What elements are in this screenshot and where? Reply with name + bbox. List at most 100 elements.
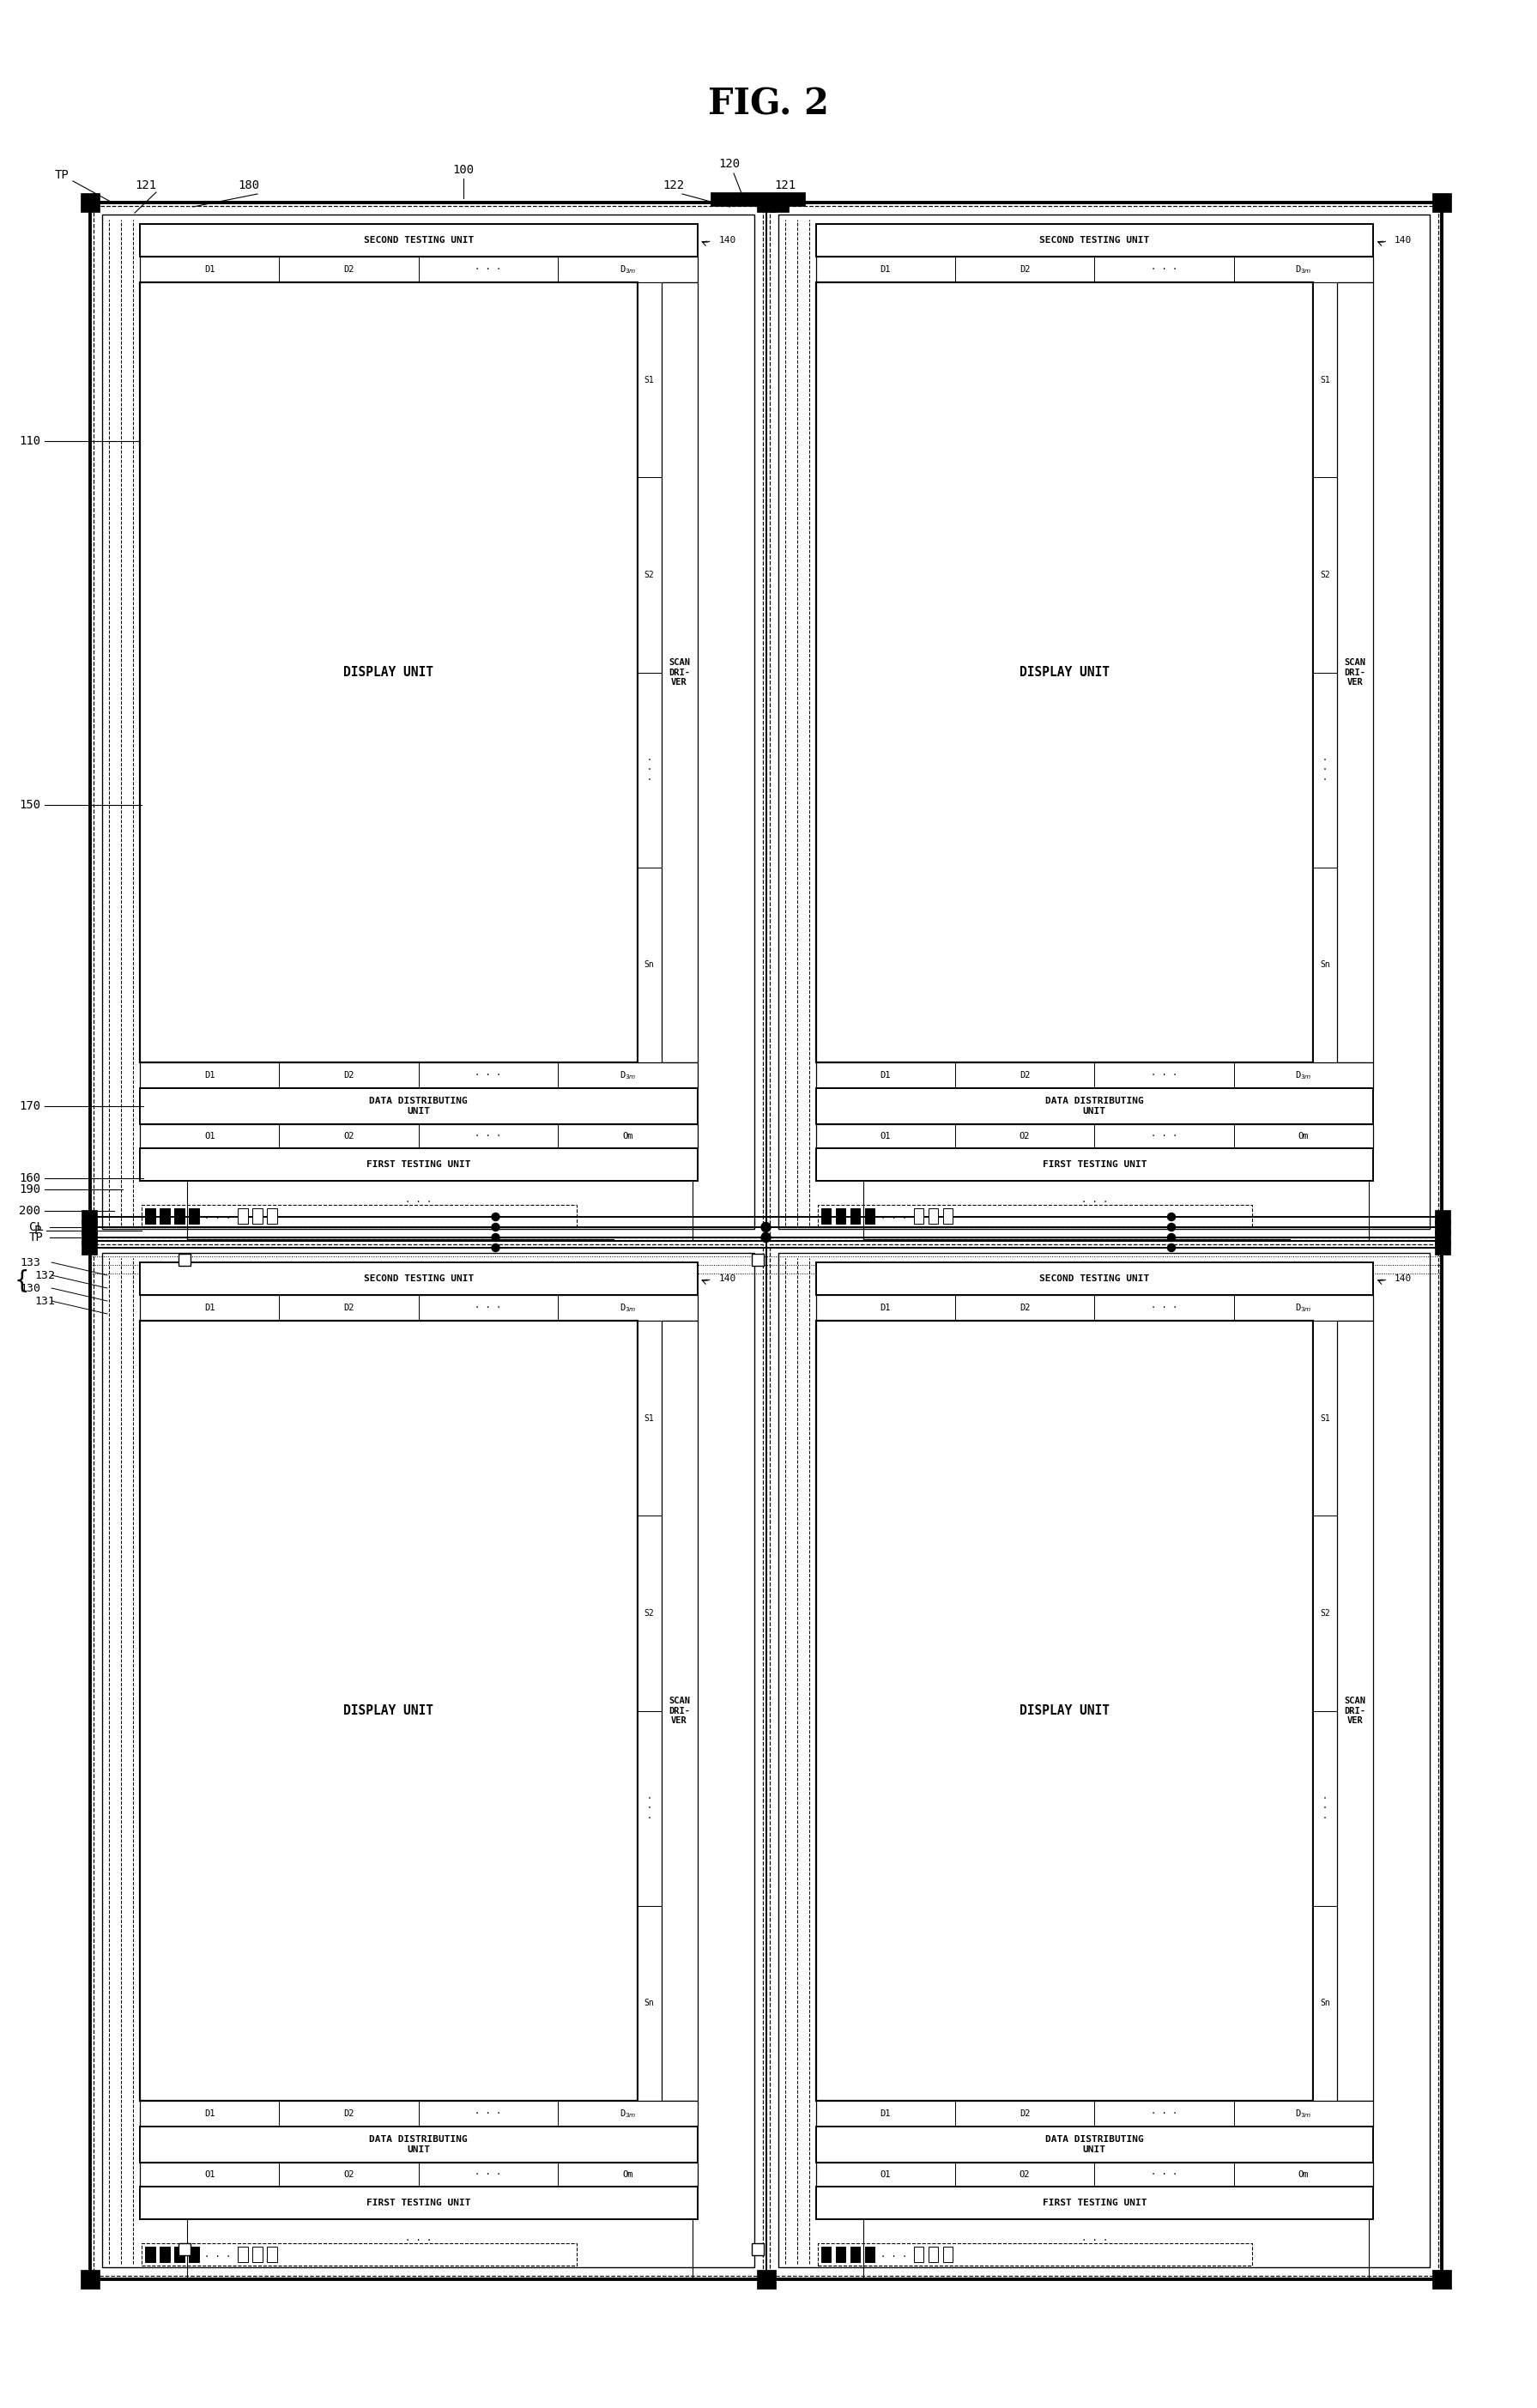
Bar [638, 672, 661, 867]
Bar [140, 2100, 698, 2126]
Bar [1432, 193, 1451, 212]
Text: FIG. 2: FIG. 2 [709, 87, 828, 123]
Bar [928, 2247, 938, 2261]
Bar [770, 193, 788, 212]
Bar [1313, 867, 1337, 1062]
Text: DATA DISTRIBUTING
UNIT: DATA DISTRIBUTING UNIT [369, 1098, 467, 1115]
Text: 150: 150 [20, 799, 41, 811]
Bar [756, 2271, 775, 2288]
Bar [865, 1209, 875, 1223]
Bar [816, 1149, 1373, 1180]
Circle shape [1168, 1233, 1176, 1243]
Bar [140, 1125, 698, 1149]
Bar [638, 1710, 661, 1905]
Bar [1436, 1221, 1451, 1233]
Text: D2: D2 [344, 2109, 354, 2119]
Bar [756, 193, 775, 212]
Bar [1436, 1209, 1451, 1223]
Bar [816, 224, 1373, 258]
Bar [816, 1262, 1373, 1296]
Bar [816, 258, 1373, 282]
Text: 200: 200 [20, 1204, 41, 1216]
Text: D2: D2 [344, 1072, 354, 1079]
Bar [1432, 2271, 1451, 2288]
Text: · · ·: · · · [475, 2170, 501, 2179]
Text: S1: S1 [1320, 1413, 1330, 1423]
Text: 121: 121 [775, 178, 796, 190]
Text: S1: S1 [644, 376, 655, 385]
Text: ·
·
·: · · · [647, 756, 652, 785]
Text: · · ·: · · · [475, 1072, 501, 1079]
Bar [1313, 1710, 1337, 1905]
Text: · · ·: · · · [1151, 2109, 1177, 2119]
Text: SCAN
DRI-
VER: SCAN DRI- VER [669, 657, 690, 686]
Bar [267, 2247, 277, 2261]
Circle shape [761, 1233, 770, 1243]
Text: D1: D1 [881, 2109, 891, 2119]
Text: . . .: . . . [406, 2235, 432, 2242]
Text: ·
·
·: · · · [647, 1794, 652, 1823]
Bar [141, 1204, 576, 1228]
Bar [140, 2126, 698, 2162]
Text: D1: D1 [204, 1303, 215, 1312]
Bar [850, 2247, 859, 2261]
Text: D1: D1 [204, 1072, 215, 1079]
Bar [101, 1252, 755, 2268]
Text: D$_{3m}$: D$_{3m}$ [619, 1303, 636, 1315]
Bar [252, 1209, 263, 1223]
Text: Sn: Sn [644, 1999, 655, 2008]
Bar [638, 477, 661, 672]
Bar [638, 867, 661, 1062]
Text: O1: O1 [204, 2170, 215, 2179]
Bar [141, 2244, 576, 2266]
Bar [94, 207, 762, 1238]
Text: P: P [34, 1226, 41, 1238]
Bar [1313, 1320, 1337, 1515]
Bar [174, 1209, 184, 1223]
Bar [178, 1255, 191, 1267]
Bar [252, 2247, 263, 2261]
Bar [101, 214, 755, 1228]
Text: Om: Om [622, 2170, 633, 2179]
Bar [816, 1296, 1373, 1320]
Bar [140, 1320, 638, 2100]
Bar [710, 193, 804, 207]
Text: O2: O2 [1019, 1132, 1030, 1141]
Text: DISPLAY UNIT: DISPLAY UNIT [1019, 667, 1110, 679]
Text: SECOND TESTING UNIT: SECOND TESTING UNIT [364, 1274, 473, 1283]
Bar [94, 1245, 762, 2276]
Text: DISPLAY UNIT: DISPLAY UNIT [343, 1705, 433, 1717]
Bar [140, 1149, 698, 1180]
Bar [81, 1240, 97, 1255]
Bar [942, 2247, 953, 2261]
Bar [140, 2186, 698, 2220]
Circle shape [492, 1223, 500, 1230]
Bar [81, 1209, 97, 1223]
Text: CL: CL [29, 1221, 43, 1233]
Bar [81, 1230, 97, 1245]
Text: O1: O1 [881, 2170, 891, 2179]
Bar [816, 2100, 1373, 2126]
Bar [267, 1209, 277, 1223]
Bar [770, 1245, 1439, 2276]
Text: S2: S2 [644, 1609, 655, 1618]
Text: S1: S1 [1320, 376, 1330, 385]
Text: DATA DISTRIBUTING
UNIT: DATA DISTRIBUTING UNIT [1045, 1098, 1144, 1115]
Bar [140, 1062, 698, 1088]
Text: 160: 160 [20, 1173, 41, 1185]
Text: D1: D1 [881, 265, 891, 275]
Bar [1313, 672, 1337, 867]
Text: · · ·: · · · [1151, 1303, 1177, 1312]
Text: · · ·: · · · [1151, 1132, 1177, 1141]
Text: 120: 120 [719, 159, 741, 171]
Bar [160, 1209, 169, 1223]
Bar [1337, 1320, 1373, 2100]
Text: 122: 122 [662, 178, 684, 190]
Bar [80, 2271, 100, 2288]
Bar [178, 2244, 191, 2256]
Bar [238, 2247, 247, 2261]
Text: FIRST TESTING UNIT: FIRST TESTING UNIT [366, 1161, 470, 1168]
Text: . . .: . . . [406, 1194, 432, 1204]
Bar [928, 1209, 938, 1223]
Text: D2: D2 [344, 265, 354, 275]
